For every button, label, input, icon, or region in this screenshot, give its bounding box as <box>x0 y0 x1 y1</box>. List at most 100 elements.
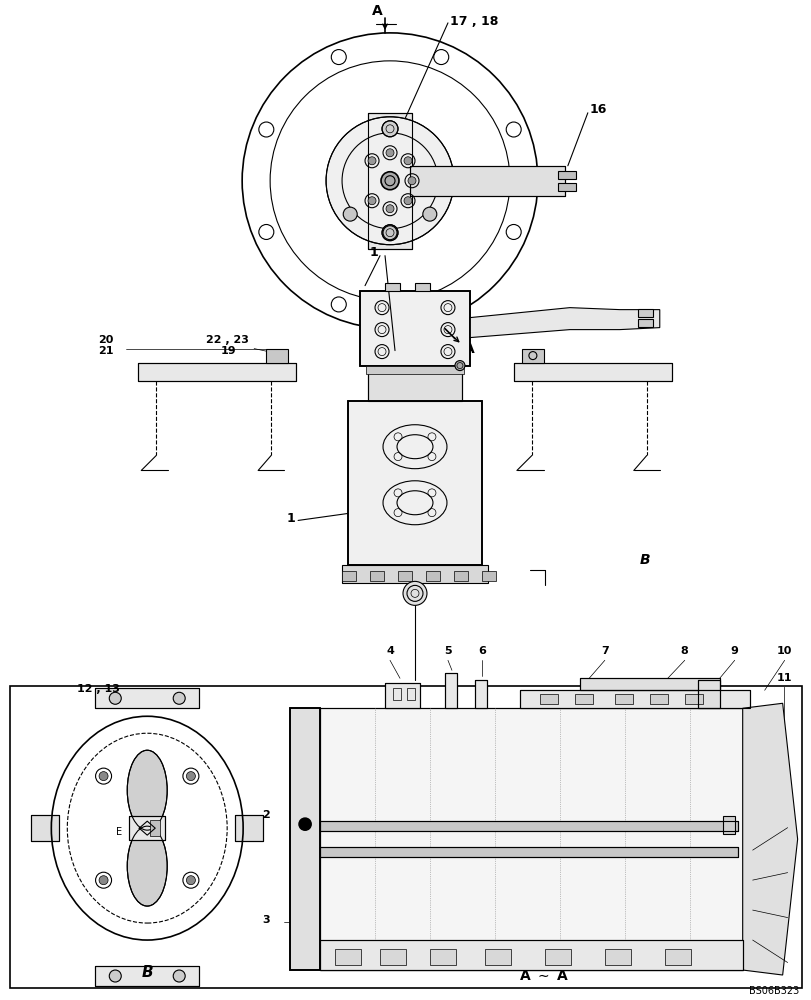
Bar <box>341 571 355 581</box>
Bar <box>544 949 570 965</box>
Bar <box>129 816 165 840</box>
Text: E: E <box>116 827 122 837</box>
Circle shape <box>407 177 415 185</box>
Bar <box>410 166 564 196</box>
Bar <box>380 949 406 965</box>
Text: 22 , 23: 22 , 23 <box>206 335 249 345</box>
Text: 1: 1 <box>285 512 294 525</box>
Text: A: A <box>371 4 382 18</box>
Bar <box>664 949 690 965</box>
Circle shape <box>381 225 397 241</box>
Bar <box>474 680 487 708</box>
Circle shape <box>298 818 311 830</box>
Bar <box>32 815 59 841</box>
Circle shape <box>380 172 398 190</box>
Bar <box>366 366 463 374</box>
Bar <box>513 363 671 381</box>
Circle shape <box>385 205 393 213</box>
Circle shape <box>173 692 185 704</box>
Bar <box>367 113 411 249</box>
Bar <box>290 708 320 970</box>
Bar <box>320 821 736 831</box>
Bar <box>684 694 702 704</box>
Bar <box>453 571 467 581</box>
Text: 21: 21 <box>98 346 114 356</box>
Bar <box>722 816 734 834</box>
Bar <box>370 571 384 581</box>
Bar <box>414 283 430 291</box>
Bar <box>235 815 263 841</box>
Bar <box>557 183 575 191</box>
Circle shape <box>367 157 375 165</box>
Text: 5: 5 <box>444 646 451 656</box>
Bar <box>482 571 496 581</box>
Circle shape <box>402 581 427 605</box>
Circle shape <box>109 692 121 704</box>
Bar <box>444 673 457 708</box>
Text: BS06B323: BS06B323 <box>749 986 799 996</box>
Polygon shape <box>742 703 796 975</box>
Text: A $\sim$ A: A $\sim$ A <box>518 969 569 983</box>
Circle shape <box>404 157 411 165</box>
Circle shape <box>187 876 195 885</box>
Bar <box>604 949 630 965</box>
Bar <box>129 816 165 840</box>
Bar <box>393 688 401 700</box>
Text: 6: 6 <box>478 646 485 656</box>
Bar <box>367 366 461 401</box>
Text: B: B <box>639 553 650 567</box>
Circle shape <box>173 970 185 982</box>
Bar <box>521 349 543 363</box>
Bar <box>697 680 719 708</box>
Bar <box>384 283 400 291</box>
Bar <box>614 694 632 704</box>
Text: 16: 16 <box>589 103 607 116</box>
Bar <box>138 363 296 381</box>
Bar <box>320 940 742 970</box>
Bar <box>150 820 160 836</box>
Text: 7: 7 <box>600 646 608 656</box>
Bar <box>637 319 652 327</box>
Circle shape <box>343 207 357 221</box>
Bar <box>348 401 482 565</box>
Circle shape <box>187 772 195 781</box>
Bar <box>426 571 440 581</box>
Bar <box>484 949 510 965</box>
Bar <box>579 678 719 690</box>
Bar <box>574 694 592 704</box>
Bar <box>359 291 470 366</box>
Text: 14 , 15: 14 , 15 <box>371 343 418 356</box>
Bar <box>359 291 470 366</box>
Text: 8: 8 <box>680 646 688 656</box>
Text: 12 , 13: 12 , 13 <box>77 684 120 694</box>
Text: 17 , 18: 17 , 18 <box>449 15 498 28</box>
Bar <box>519 690 749 708</box>
Bar <box>320 821 736 831</box>
Bar <box>519 690 749 708</box>
Bar <box>367 113 411 249</box>
Text: 1: 1 <box>370 246 378 259</box>
Text: 9: 9 <box>730 646 738 656</box>
Bar <box>320 940 742 970</box>
Bar <box>649 694 667 704</box>
Bar <box>397 571 411 581</box>
Bar <box>50 1 749 351</box>
Bar <box>320 708 742 970</box>
Bar <box>266 349 288 363</box>
Circle shape <box>326 117 453 245</box>
Bar <box>430 949 456 965</box>
Text: 4: 4 <box>385 646 393 656</box>
Bar <box>335 949 361 965</box>
Bar <box>32 815 59 841</box>
Bar <box>341 565 487 583</box>
Ellipse shape <box>127 826 167 906</box>
Bar <box>320 847 736 857</box>
Circle shape <box>404 197 411 205</box>
Bar <box>348 401 482 565</box>
Bar <box>320 708 742 970</box>
Bar <box>367 366 461 401</box>
Bar <box>637 309 652 317</box>
Bar <box>320 847 736 857</box>
Circle shape <box>381 121 397 137</box>
Text: A: A <box>463 342 474 356</box>
